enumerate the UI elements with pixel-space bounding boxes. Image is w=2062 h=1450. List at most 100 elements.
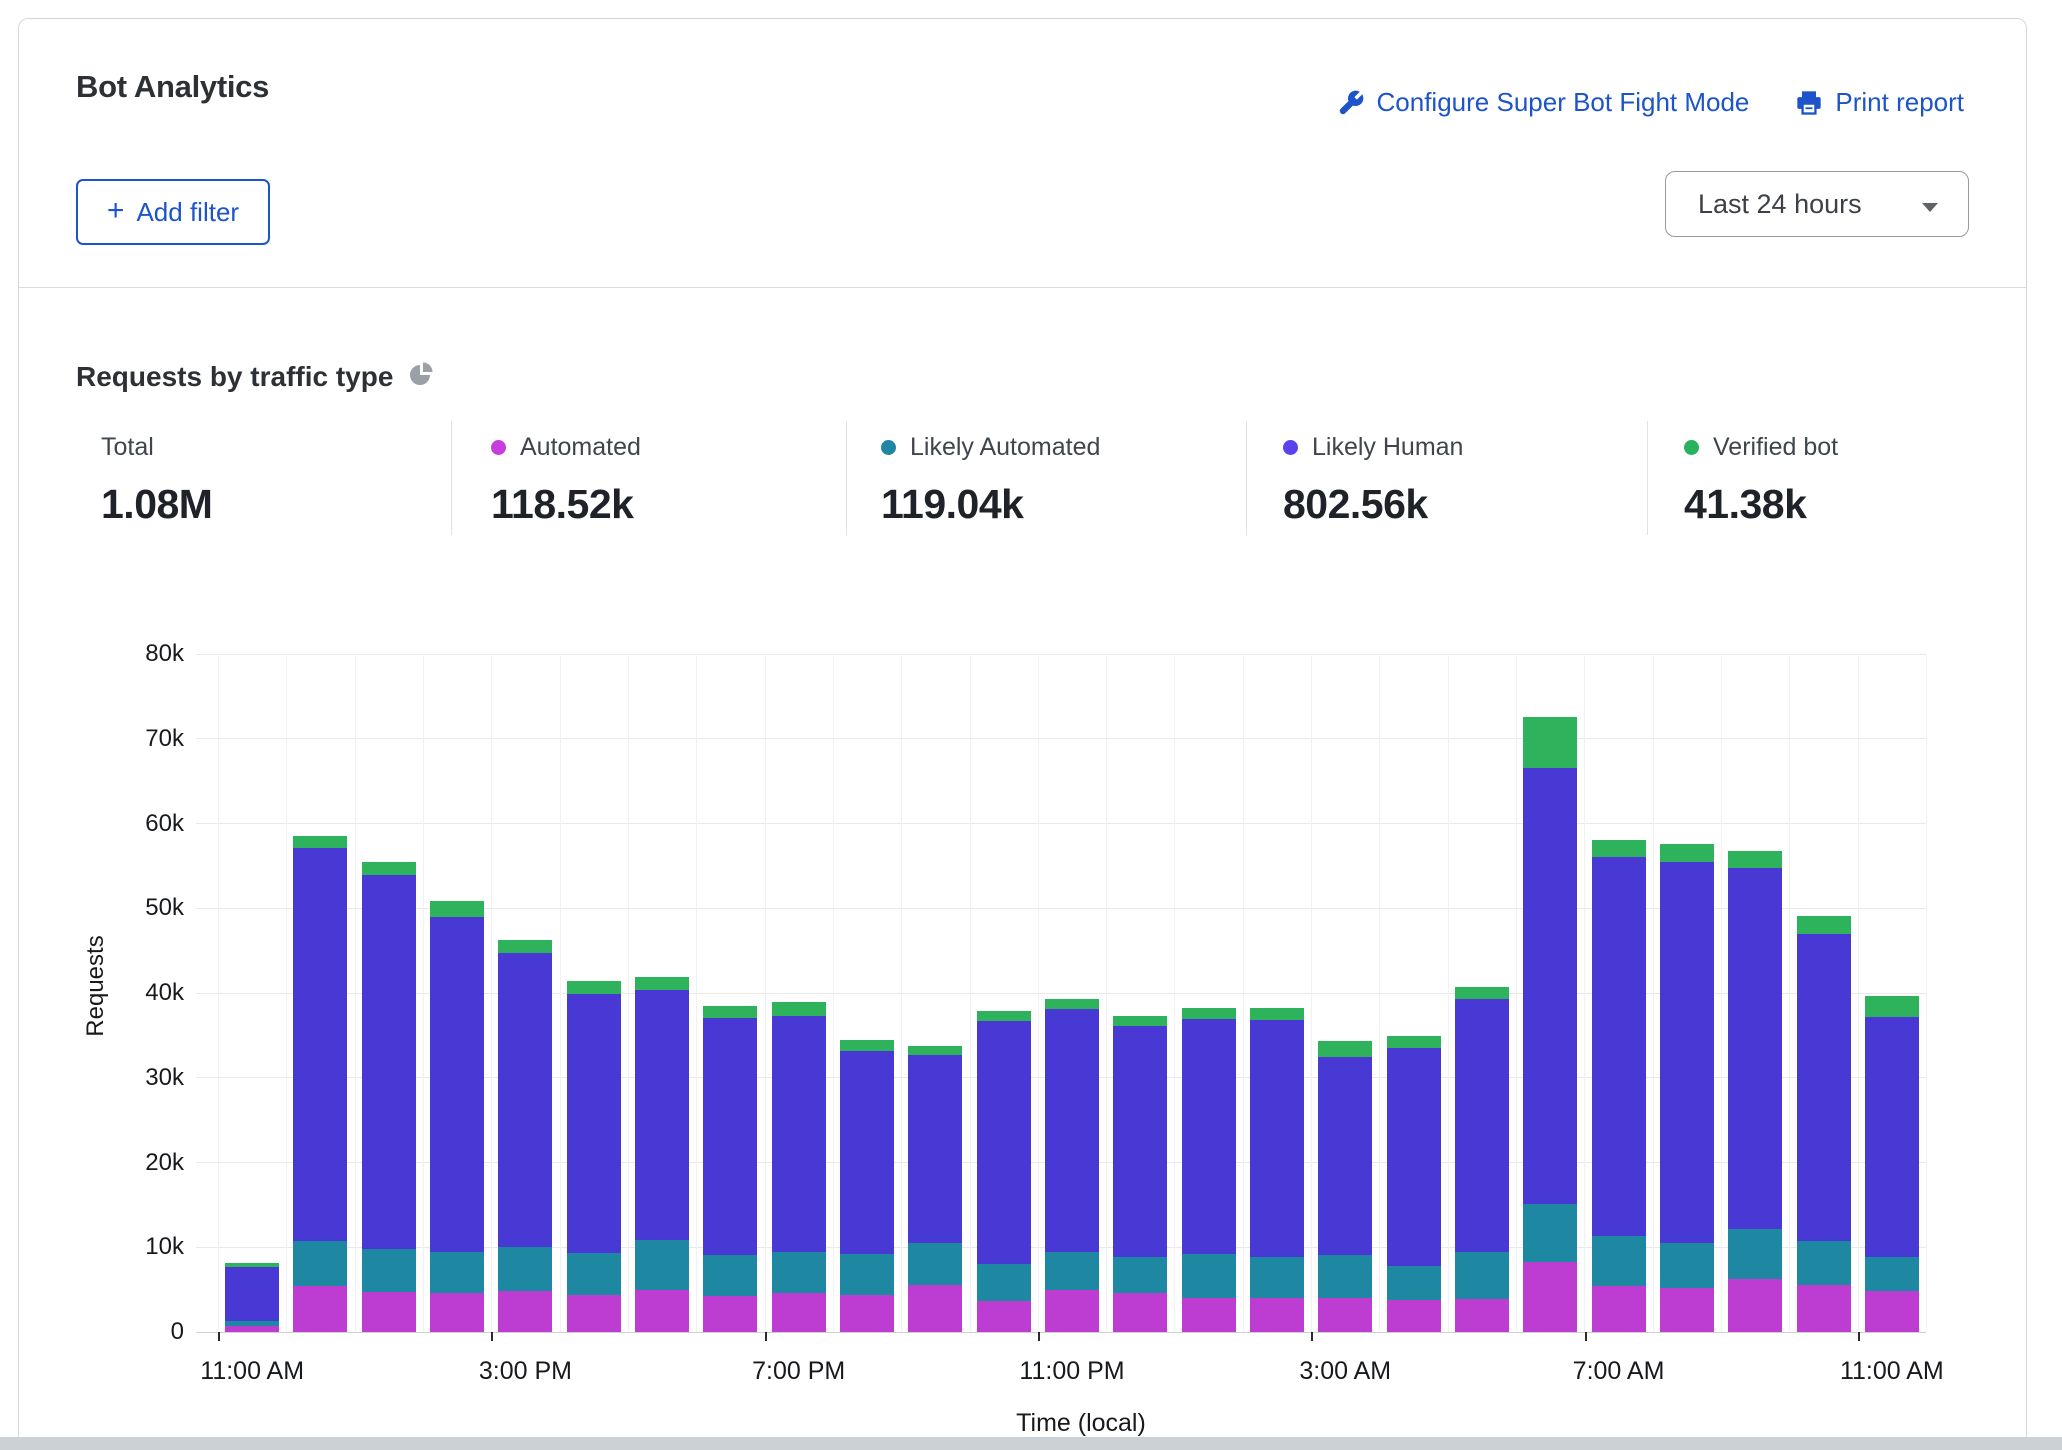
bar-segment-likely-automated[interactable]	[1660, 1243, 1714, 1288]
bar-segment-verified-bot[interactable]	[1865, 996, 1919, 1016]
bar-segment-verified-bot[interactable]	[1455, 987, 1509, 999]
bar-segment-automated[interactable]	[293, 1286, 347, 1332]
bar-segment-likely-automated[interactable]	[772, 1252, 826, 1294]
bar-segment-verified-bot[interactable]	[225, 1263, 279, 1267]
bar-segment-likely-automated[interactable]	[908, 1243, 962, 1285]
bar-segment-verified-bot[interactable]	[1523, 717, 1577, 768]
bar-segment-likely-human[interactable]	[908, 1055, 962, 1243]
pie-chart-icon[interactable]	[409, 361, 433, 393]
bar-segment-verified-bot[interactable]	[1318, 1041, 1372, 1057]
bar-segment-likely-human[interactable]	[293, 848, 347, 1241]
bar-segment-verified-bot[interactable]	[1660, 844, 1714, 862]
bar-segment-likely-automated[interactable]	[1592, 1236, 1646, 1286]
bar-segment-likely-automated[interactable]	[1318, 1255, 1372, 1298]
bar-segment-automated[interactable]	[703, 1296, 757, 1332]
bar-segment-verified-bot[interactable]	[1250, 1008, 1304, 1020]
bar-segment-likely-human[interactable]	[772, 1016, 826, 1252]
configure-super-bot-fight-mode-link[interactable]: Configure Super Bot Fight Mode	[1337, 87, 1750, 118]
bar-segment-automated[interactable]	[1660, 1288, 1714, 1332]
bar-segment-likely-automated[interactable]	[1455, 1252, 1509, 1299]
bar-segment-likely-automated[interactable]	[1523, 1204, 1577, 1262]
bar-segment-likely-human[interactable]	[430, 917, 484, 1252]
bar-segment-automated[interactable]	[840, 1295, 894, 1332]
bar-segment-automated[interactable]	[635, 1290, 689, 1332]
bar-segment-verified-bot[interactable]	[362, 862, 416, 876]
bar-segment-likely-human[interactable]	[362, 875, 416, 1249]
bar-segment-automated[interactable]	[772, 1293, 826, 1332]
bar-segment-likely-human[interactable]	[1113, 1026, 1167, 1257]
bar-segment-automated[interactable]	[225, 1326, 279, 1332]
bar-segment-automated[interactable]	[430, 1293, 484, 1332]
bar-segment-likely-automated[interactable]	[1182, 1254, 1236, 1298]
bar-segment-verified-bot[interactable]	[1045, 999, 1099, 1009]
bar-segment-likely-human[interactable]	[1387, 1048, 1441, 1266]
bar-segment-verified-bot[interactable]	[498, 940, 552, 954]
bar-segment-likely-automated[interactable]	[567, 1253, 621, 1295]
bar-segment-likely-human[interactable]	[1592, 857, 1646, 1236]
bar-segment-likely-automated[interactable]	[498, 1247, 552, 1291]
bar-segment-automated[interactable]	[1523, 1262, 1577, 1332]
bar-segment-verified-bot[interactable]	[1387, 1036, 1441, 1048]
bar-segment-likely-human[interactable]	[567, 994, 621, 1253]
bar-segment-automated[interactable]	[1045, 1290, 1099, 1332]
bar-segment-likely-human[interactable]	[1182, 1019, 1236, 1254]
bar-segment-likely-automated[interactable]	[1865, 1257, 1919, 1291]
bar-segment-verified-bot[interactable]	[567, 981, 621, 994]
bar-segment-automated[interactable]	[1592, 1286, 1646, 1332]
bar-segment-verified-bot[interactable]	[772, 1002, 826, 1016]
print-report-link[interactable]: Print report	[1795, 87, 1964, 118]
bar-segment-likely-human[interactable]	[1045, 1009, 1099, 1251]
bar-segment-likely-automated[interactable]	[703, 1255, 757, 1297]
bar-segment-likely-human[interactable]	[1250, 1020, 1304, 1257]
bar-segment-verified-bot[interactable]	[977, 1011, 1031, 1021]
bar-segment-likely-automated[interactable]	[1250, 1257, 1304, 1298]
bar-segment-likely-human[interactable]	[1455, 999, 1509, 1252]
bar-segment-automated[interactable]	[1113, 1293, 1167, 1332]
bar-segment-likely-human[interactable]	[1797, 934, 1851, 1242]
bar-segment-verified-bot[interactable]	[1113, 1016, 1167, 1027]
add-filter-button[interactable]: + Add filter	[76, 179, 270, 245]
bar-segment-verified-bot[interactable]	[293, 836, 347, 848]
bar-segment-automated[interactable]	[977, 1301, 1031, 1332]
bar-segment-automated[interactable]	[1865, 1291, 1919, 1332]
bar-segment-automated[interactable]	[1250, 1298, 1304, 1332]
bar-segment-likely-human[interactable]	[1660, 862, 1714, 1243]
bar-segment-likely-automated[interactable]	[1797, 1241, 1851, 1284]
bar-segment-likely-automated[interactable]	[840, 1254, 894, 1295]
bar-segment-likely-automated[interactable]	[1387, 1266, 1441, 1300]
bar-segment-likely-human[interactable]	[1318, 1057, 1372, 1255]
bar-segment-automated[interactable]	[1455, 1299, 1509, 1332]
bar-segment-verified-bot[interactable]	[703, 1006, 757, 1019]
bar-segment-automated[interactable]	[1797, 1285, 1851, 1332]
bar-segment-likely-automated[interactable]	[1728, 1229, 1782, 1280]
bar-segment-automated[interactable]	[362, 1292, 416, 1332]
bar-segment-likely-automated[interactable]	[362, 1249, 416, 1292]
bar-segment-likely-human[interactable]	[1523, 768, 1577, 1204]
bar-segment-verified-bot[interactable]	[430, 901, 484, 917]
bar-segment-automated[interactable]	[908, 1285, 962, 1332]
bar-segment-verified-bot[interactable]	[908, 1046, 962, 1055]
bar-segment-likely-human[interactable]	[635, 990, 689, 1241]
bar-segment-likely-human[interactable]	[498, 953, 552, 1247]
bar-segment-verified-bot[interactable]	[1592, 840, 1646, 857]
bar-segment-likely-automated[interactable]	[1113, 1257, 1167, 1293]
bar-segment-likely-human[interactable]	[1728, 868, 1782, 1229]
bar-segment-likely-human[interactable]	[1865, 1017, 1919, 1257]
bar-segment-verified-bot[interactable]	[840, 1040, 894, 1051]
bar-segment-likely-automated[interactable]	[977, 1264, 1031, 1300]
bar-segment-automated[interactable]	[498, 1291, 552, 1332]
bar-segment-automated[interactable]	[1387, 1300, 1441, 1332]
bar-segment-likely-human[interactable]	[840, 1051, 894, 1254]
bar-segment-likely-automated[interactable]	[1045, 1252, 1099, 1291]
bar-segment-likely-human[interactable]	[977, 1021, 1031, 1264]
bar-segment-verified-bot[interactable]	[1797, 916, 1851, 934]
bar-segment-likely-automated[interactable]	[225, 1321, 279, 1326]
bar-segment-automated[interactable]	[1728, 1279, 1782, 1332]
bar-segment-likely-automated[interactable]	[293, 1241, 347, 1286]
bar-segment-automated[interactable]	[567, 1295, 621, 1332]
bar-segment-automated[interactable]	[1182, 1298, 1236, 1332]
bar-segment-verified-bot[interactable]	[1182, 1008, 1236, 1019]
time-range-select[interactable]: Last 24 hours	[1665, 171, 1969, 237]
bar-segment-likely-human[interactable]	[225, 1267, 279, 1321]
bottom-scroll-strip[interactable]	[0, 1437, 2062, 1450]
